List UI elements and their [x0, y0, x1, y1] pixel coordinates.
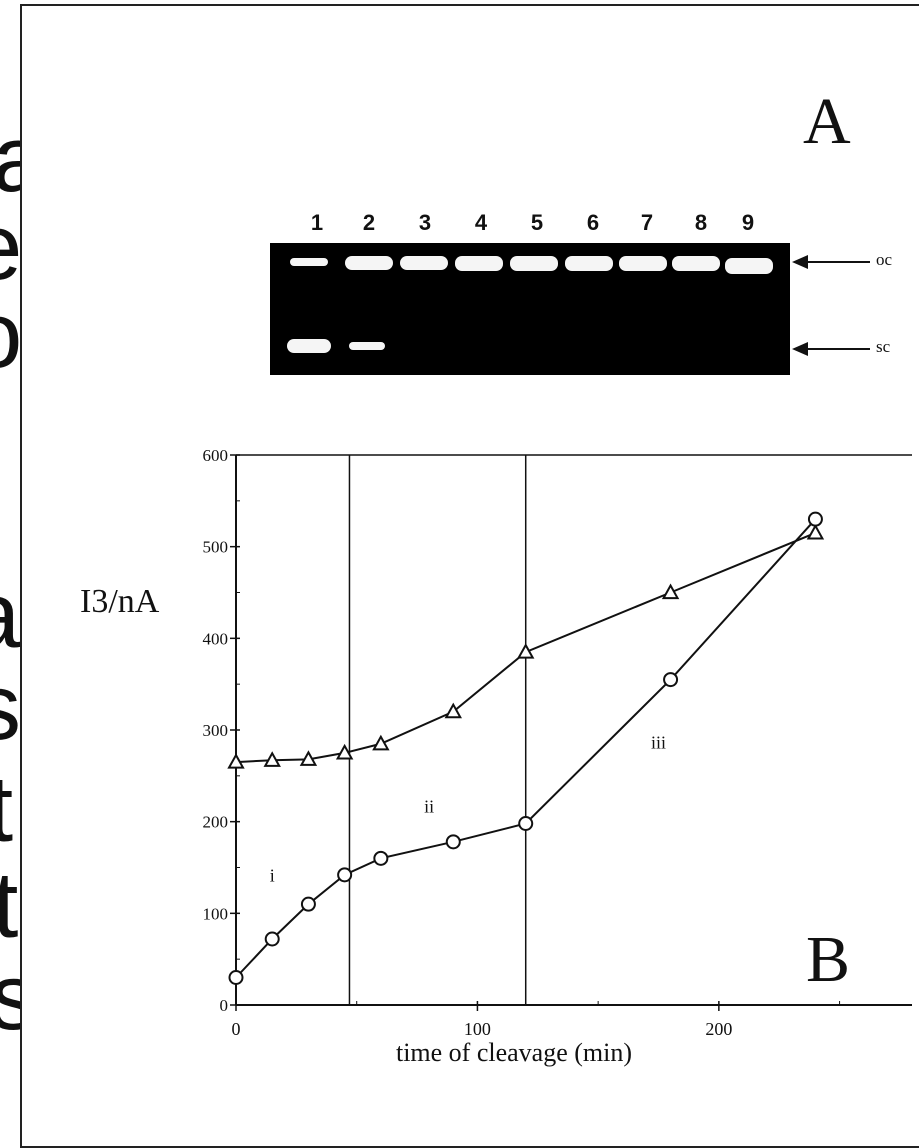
bg-fragment: e [0, 200, 22, 294]
circle-point [518, 816, 534, 831]
circle-point [300, 896, 316, 912]
triangle-point [335, 743, 354, 760]
triangle-point [444, 702, 462, 719]
x-axis-label: time of cleavage (min) [396, 1038, 632, 1067]
y-tick-label: 500 [203, 538, 229, 557]
circle-point [445, 834, 461, 850]
bg-fragment: a [0, 568, 20, 662]
lane-number: 4 [474, 210, 488, 235]
lane-number: 7 [640, 210, 654, 235]
bg-fragment: ot [0, 852, 19, 957]
gel-band-oc [510, 256, 558, 271]
y-tick-label: 200 [203, 813, 229, 832]
circle-point [264, 931, 280, 947]
lane-number: 5 [530, 210, 544, 235]
triangle-point [372, 734, 390, 751]
bg-fragment: s [0, 660, 21, 754]
region-label: iii [651, 732, 666, 752]
triangle-point [806, 523, 825, 540]
gel-band-oc [725, 258, 773, 274]
gel-band-sc [287, 339, 331, 353]
circle-point [373, 850, 389, 866]
lane-number: 3 [418, 210, 432, 235]
gel-band-oc [672, 256, 720, 271]
gel-label-sc: sc [876, 337, 891, 356]
gel-band-oc [345, 256, 393, 270]
figure-frame [20, 4, 919, 1148]
gel-band-oc [290, 258, 328, 266]
triangle-point [263, 751, 281, 767]
triangle-point [517, 643, 535, 659]
region-label: ii [424, 797, 434, 817]
gel-band-sc [349, 342, 385, 350]
lane-number: 9 [741, 210, 755, 235]
circle-point [228, 970, 244, 985]
gel-label-oc: oc [876, 250, 893, 269]
lane-number: 6 [586, 210, 600, 235]
y-axis-label: I3/nA [80, 583, 160, 620]
bg-fragment: o [0, 288, 22, 382]
gel-band-oc [400, 256, 448, 270]
y-tick-label: 100 [203, 904, 229, 923]
gel-band-oc [619, 256, 667, 271]
bg-fragment: st [0, 756, 14, 861]
y-tick-label: 400 [203, 629, 229, 648]
y-tick-label: 600 [203, 446, 229, 465]
triangle-point [299, 750, 318, 766]
gel-band-oc [455, 256, 503, 271]
lane-number: 2 [362, 210, 376, 235]
x-tick-label: 100 [464, 1019, 491, 1039]
region-label: i [270, 865, 275, 885]
y-tick-label: 300 [203, 721, 229, 740]
circle-point [663, 672, 679, 688]
triangle-point [661, 583, 680, 600]
circle-point [807, 511, 823, 527]
gel-band-oc [565, 256, 613, 271]
lane-number: 1 [310, 210, 324, 235]
x-tick-label: 200 [705, 1019, 732, 1039]
x-tick-label: 0 [232, 1019, 241, 1039]
panel-b-label: B [806, 923, 851, 996]
panel-a-label: A [803, 85, 851, 158]
y-tick-label: 0 [220, 996, 229, 1015]
triangle-point [227, 753, 245, 769]
circle-point [337, 867, 353, 883]
lane-number: 8 [694, 210, 708, 235]
